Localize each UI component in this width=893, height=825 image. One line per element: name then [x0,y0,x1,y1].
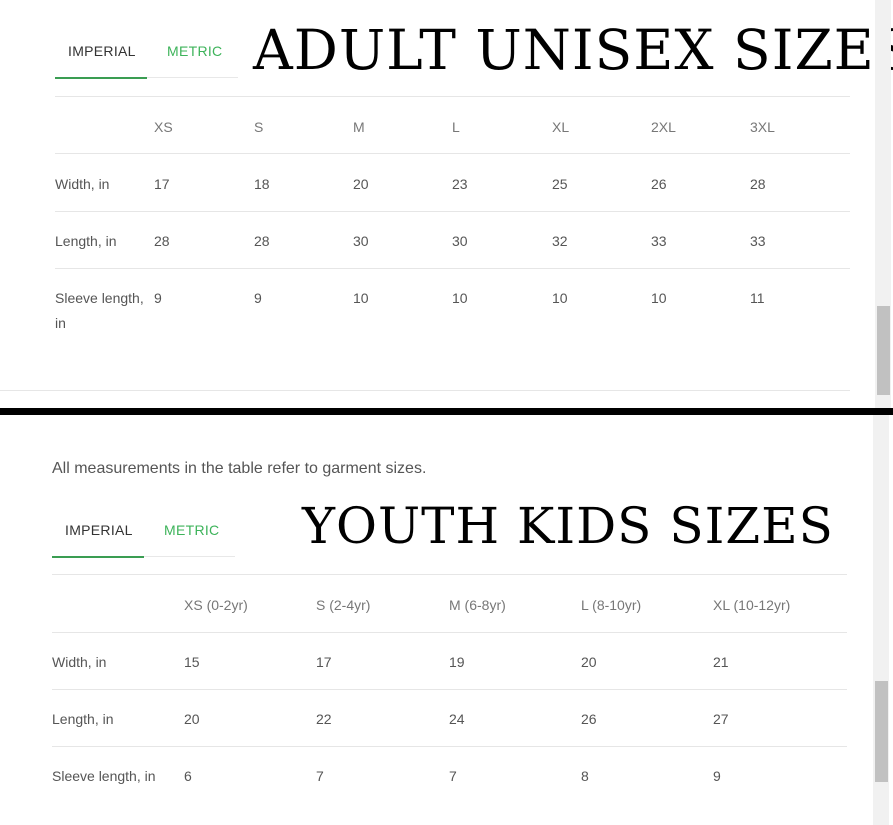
table-cell: 30 [353,233,369,249]
scrollbar-thumb[interactable] [877,306,890,395]
table-cell: 30 [452,233,468,249]
youth-title: YOUTH KIDS SIZES [302,497,834,555]
row-divider [55,268,850,269]
table-cell: 28 [154,233,170,249]
table-cell: 21 [713,654,729,670]
table-cell: 11 [750,290,765,306]
column-header: M (6-8yr) [449,597,506,613]
column-header: M [353,119,365,135]
divider [0,390,850,391]
table-cell: 20 [581,654,597,670]
row-label: Sleeve length, in [52,768,156,784]
table-cell: 10 [353,290,369,306]
table-cell: 7 [316,768,324,784]
section-divider [0,408,893,415]
table-cell: 17 [154,176,170,192]
column-header: XS (0-2yr) [184,597,248,613]
row-divider [52,746,847,747]
row-divider [55,211,850,212]
adult-title: ADULT UNISEX SIZES [253,18,893,82]
column-header: XL (10-12yr) [713,597,791,613]
row-divider [52,689,847,690]
divider [55,96,850,97]
table-cell: 6 [184,768,192,784]
row-label: Width, in [55,176,110,192]
table-cell: 9 [713,768,721,784]
table-cell: 10 [452,290,468,306]
row-divider [52,632,847,633]
measurement-note: All measurements in the table refer to g… [52,460,427,477]
table-cell: 33 [651,233,667,249]
row-label: Length, in [52,711,114,727]
scrollbar-thumb[interactable] [875,681,888,782]
table-cell: 17 [316,654,332,670]
table-cell: 20 [353,176,369,192]
table-cell: 24 [449,711,465,727]
column-header: S (2-4yr) [316,597,371,613]
column-header: 2XL [651,119,676,135]
table-cell: 19 [449,654,465,670]
adult-tab-imperial[interactable]: IMPERIAL [68,43,136,59]
column-header: L (8-10yr) [581,597,642,613]
table-cell: 28 [254,233,270,249]
table-cell: 26 [651,176,667,192]
table-cell: 18 [254,176,270,192]
youth-tab-indicator [52,556,144,558]
table-cell: 23 [452,176,468,192]
column-header: XL [552,119,570,135]
table-cell: 28 [750,176,766,192]
divider [52,574,847,575]
table-cell: 27 [713,711,729,727]
column-header: 3XL [750,119,775,135]
table-cell: 8 [581,768,589,784]
table-cell: 10 [552,290,568,306]
adult-tab-metric[interactable]: METRIC [167,43,223,59]
table-cell: 20 [184,711,200,727]
table-cell: 26 [581,711,597,727]
table-cell: 22 [316,711,332,727]
adult-tab-indicator [55,77,147,79]
table-cell: 9 [254,290,262,306]
table-cell: 25 [552,176,568,192]
column-header: XS [154,119,173,135]
table-cell: 15 [184,654,200,670]
youth-tab-imperial[interactable]: IMPERIAL [65,522,133,538]
table-cell: 10 [651,290,667,306]
table-cell: 32 [552,233,568,249]
row-label: Width, in [52,654,107,670]
youth-tab-metric[interactable]: METRIC [164,522,220,538]
row-label: Length, in [55,233,117,249]
row-divider [55,153,850,154]
column-header: S [254,119,264,135]
row-label: Sleeve length, in [55,290,144,331]
table-cell: 33 [750,233,766,249]
table-cell: 7 [449,768,457,784]
column-header: L [452,119,460,135]
table-cell: 9 [154,290,162,306]
